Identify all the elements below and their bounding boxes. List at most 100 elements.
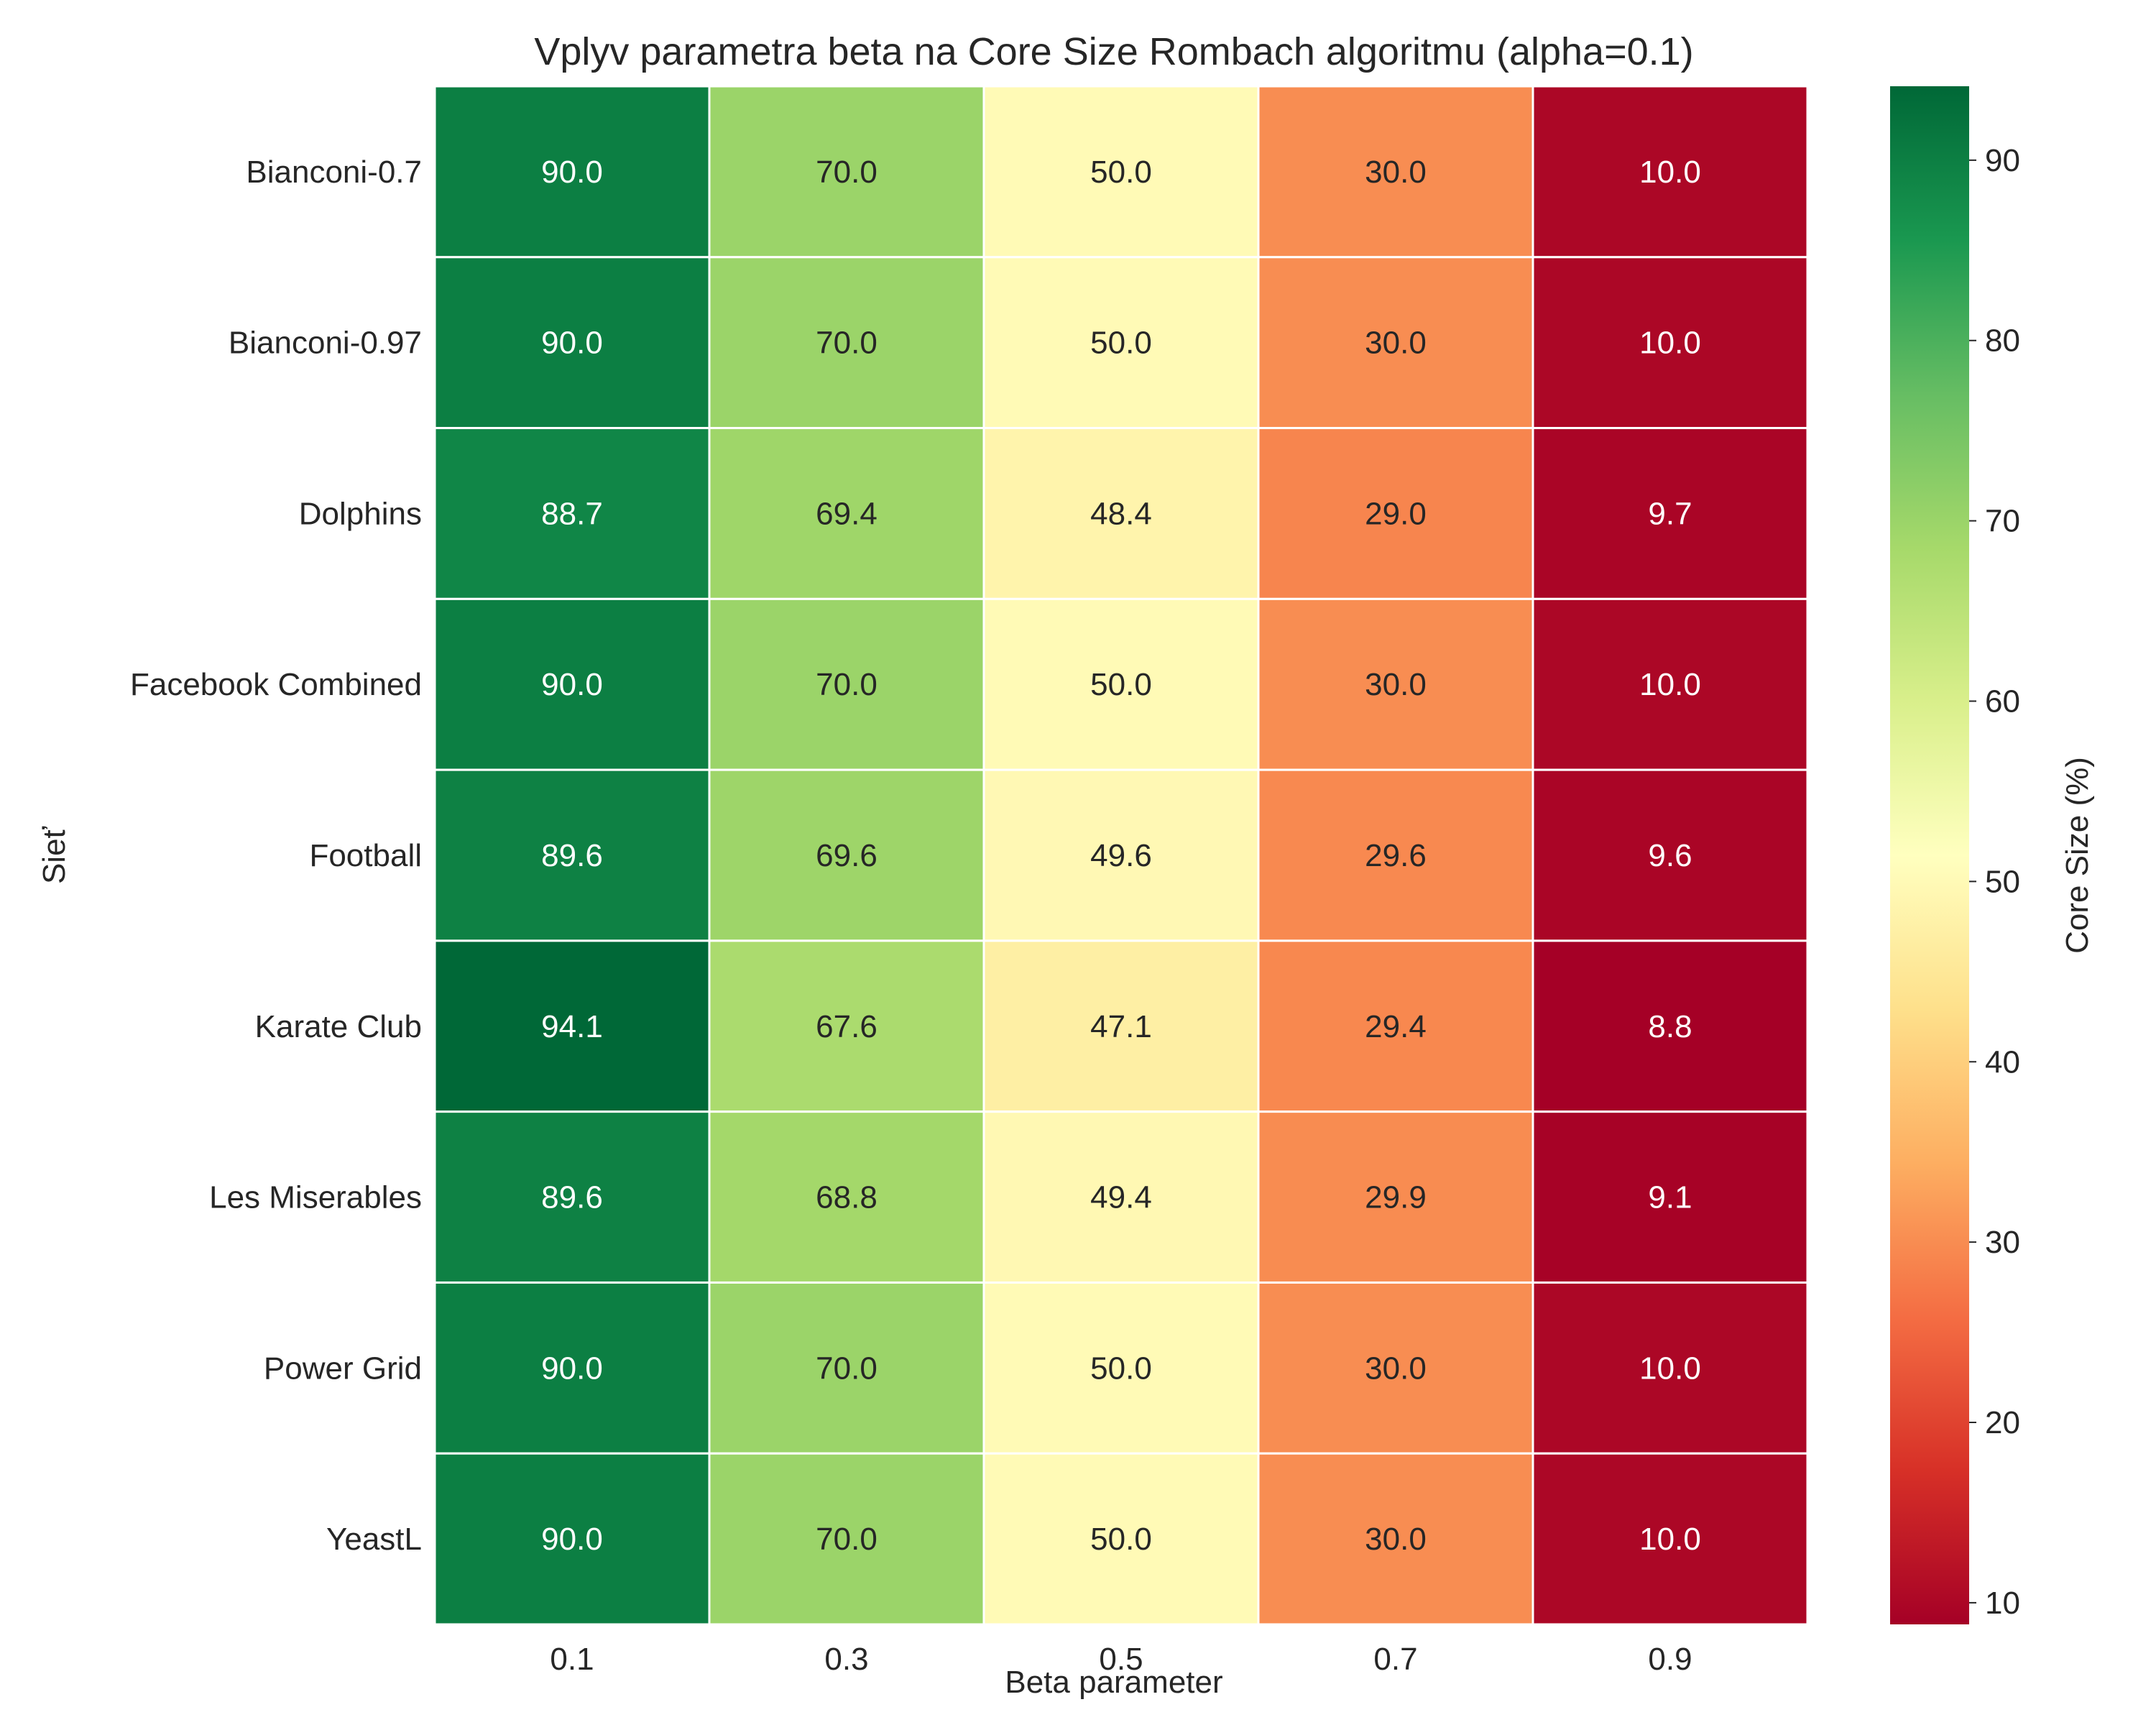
x-tick-label: 0.9 xyxy=(1648,1642,1692,1677)
y-tick-label: Power Grid xyxy=(264,1351,422,1386)
colorbar-tick-label: 90 xyxy=(1985,143,2020,178)
y-tick-label: Facebook Combined xyxy=(130,667,422,702)
heatmap-cell-label: 49.6 xyxy=(1090,838,1152,873)
heatmap-cell-label: 30.0 xyxy=(1365,1522,1427,1557)
heatmap-cell xyxy=(1531,85,1809,259)
colorbar-tick-label: 30 xyxy=(1985,1225,2020,1260)
heatmap-cell-label: 30.0 xyxy=(1365,1351,1427,1386)
heatmap-cell xyxy=(1257,85,1534,259)
heatmap-cell xyxy=(1531,1452,1809,1626)
colorbar-tick-label: 80 xyxy=(1985,323,2020,359)
heatmap-cell xyxy=(1531,427,1809,600)
heatmap-cell-label: 90.0 xyxy=(541,326,603,361)
heatmap-cell-label: 10.0 xyxy=(1639,1351,1701,1386)
heatmap-cell xyxy=(1531,1110,1809,1284)
x-axis-ticks: 0.1 0.3 0.5 0.7 0.9 xyxy=(550,1642,1692,1677)
heatmap-cell-label: 88.7 xyxy=(541,496,603,531)
heatmap-cell-label: 29.4 xyxy=(1365,1009,1427,1044)
heatmap-cell-label: 47.1 xyxy=(1090,1009,1152,1044)
heatmap-cell xyxy=(982,1281,1260,1455)
heatmap-cell-label: 29.6 xyxy=(1365,838,1427,873)
heatmap-cell xyxy=(1257,939,1534,1113)
y-axis-label: Sieť xyxy=(37,826,72,884)
colorbar-label: Core Size (%) xyxy=(2060,757,2095,954)
heatmap-cell xyxy=(708,85,985,259)
heatmap-cell xyxy=(433,85,711,259)
heatmap-cell xyxy=(1531,768,1809,942)
heatmap-cell-label: 67.6 xyxy=(816,1009,877,1044)
heatmap-cell-label: 50.0 xyxy=(1090,326,1152,361)
heatmap-cell xyxy=(708,427,985,600)
heatmap-cell-label: 90.0 xyxy=(541,667,603,702)
heatmap-cell-label: 9.1 xyxy=(1648,1180,1692,1215)
heatmap-cell-label: 50.0 xyxy=(1090,155,1152,190)
heatmap-cell-label: 50.0 xyxy=(1090,667,1152,702)
heatmap-cell xyxy=(708,597,985,771)
heatmap-cell xyxy=(1531,256,1809,430)
heatmap-cell xyxy=(1531,1281,1809,1455)
x-tick-label: 0.3 xyxy=(824,1642,868,1677)
heatmap-cell xyxy=(433,1110,711,1284)
heatmap-cell-label: 70.0 xyxy=(816,155,877,190)
heatmap-cell-label: 10.0 xyxy=(1639,326,1701,361)
heatmap-cell-label: 50.0 xyxy=(1090,1522,1152,1557)
heatmap-cell xyxy=(982,1452,1260,1626)
heatmap-cell xyxy=(982,768,1260,942)
y-tick-label: Bianconi-0.7 xyxy=(246,155,422,190)
heatmap-cell-label: 69.6 xyxy=(816,838,877,873)
heatmap-cell xyxy=(1257,1281,1534,1455)
heatmap-cell xyxy=(1531,939,1809,1113)
heatmap-cells xyxy=(433,85,1809,1626)
heatmap-cell-labels: 90.0 70.0 50.0 30.0 10.0 90.0 70.0 50.0 30.0 10.0… xyxy=(541,155,1701,1557)
y-tick-label: Football xyxy=(309,838,422,873)
colorbar-tick-label: 60 xyxy=(1985,684,2020,719)
heatmap-cell-label: 70.0 xyxy=(816,667,877,702)
heatmap-cell xyxy=(433,256,711,430)
heatmap-cell-label: 8.8 xyxy=(1648,1009,1692,1044)
heatmap-cell xyxy=(708,1281,985,1455)
heatmap-cell xyxy=(1257,427,1534,600)
x-tick-label: 0.5 xyxy=(1099,1642,1143,1677)
heatmap-cell-label: 10.0 xyxy=(1639,155,1701,190)
heatmap-cell xyxy=(982,597,1260,771)
heatmap-cell xyxy=(433,768,711,942)
heatmap-cell-label: 30.0 xyxy=(1365,667,1427,702)
heatmap-cell-label: 70.0 xyxy=(816,1522,877,1557)
heatmap-cell-label: 29.9 xyxy=(1365,1180,1427,1215)
heatmap-cell-label: 10.0 xyxy=(1639,667,1701,702)
heatmap-cell-label: 68.8 xyxy=(816,1180,877,1215)
heatmap-cell xyxy=(433,1452,711,1626)
chart-title: Vplyv parametra beta na Core Size Rombac… xyxy=(534,30,1693,73)
colorbar-tick-label: 70 xyxy=(1985,504,2020,539)
y-tick-label: Dolphins xyxy=(299,496,422,531)
heatmap-cell xyxy=(1531,597,1809,771)
x-axis-label: Beta parameter xyxy=(1005,1665,1222,1700)
x-tick-label: 0.7 xyxy=(1373,1642,1417,1677)
heatmap-cell-label: 69.4 xyxy=(816,496,877,531)
colorbar-tick-label: 40 xyxy=(1985,1044,2020,1080)
colorbar-tick-label: 20 xyxy=(1985,1405,2020,1440)
heatmap-cell-label: 90.0 xyxy=(541,1351,603,1386)
heatmap-cell xyxy=(708,939,985,1113)
heatmap-cell xyxy=(1257,597,1534,771)
x-tick-label: 0.1 xyxy=(550,1642,594,1677)
heatmap-cell-label: 89.6 xyxy=(541,838,603,873)
heatmap-cell xyxy=(708,768,985,942)
heatmap-cell-label: 9.7 xyxy=(1648,496,1692,531)
heatmap-cell xyxy=(433,597,711,771)
heatmap-cell-label: 70.0 xyxy=(816,326,877,361)
heatmap-cell-label: 70.0 xyxy=(816,1351,877,1386)
y-tick-label: Karate Club xyxy=(255,1009,422,1044)
heatmap-cell-label: 94.1 xyxy=(541,1009,603,1044)
y-tick-label: Les Miserables xyxy=(209,1180,422,1215)
heatmap-cell xyxy=(708,1452,985,1626)
y-tick-label: YeastL xyxy=(326,1522,422,1557)
colorbar-tick-label: 50 xyxy=(1985,864,2020,899)
y-tick-label: Bianconi-0.97 xyxy=(229,326,422,361)
heatmap-cell-label: 30.0 xyxy=(1365,155,1427,190)
y-axis-ticks: Bianconi-0.7 Bianconi-0.97 Dolphins Faceboo… xyxy=(130,155,422,1557)
colorbar-tick-label: 10 xyxy=(1985,1586,2020,1621)
colorbar xyxy=(1890,86,1969,1624)
heatmap-cell xyxy=(433,1281,711,1455)
